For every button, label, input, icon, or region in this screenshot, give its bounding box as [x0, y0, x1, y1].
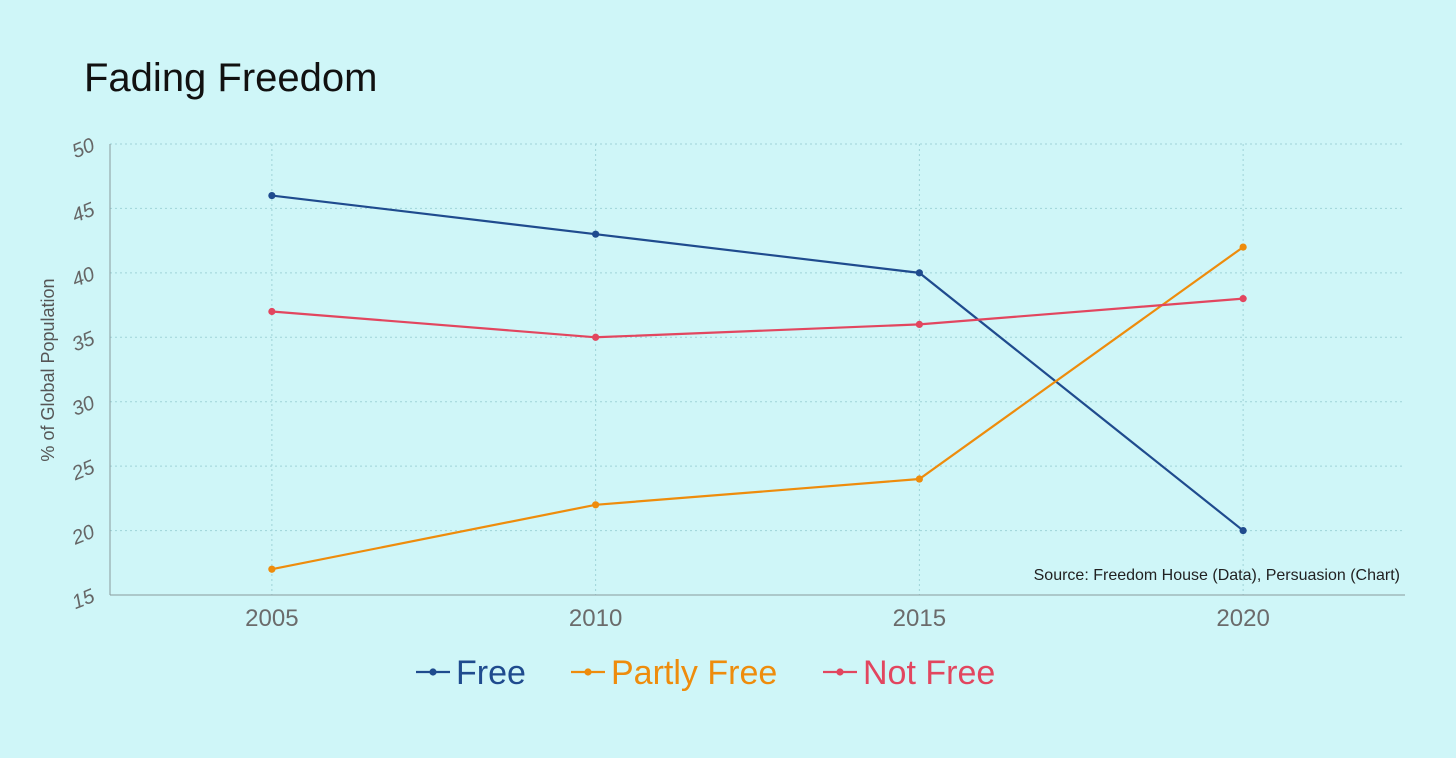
x-tick-label: 2005	[245, 605, 298, 632]
data-point	[915, 269, 923, 277]
data-point	[268, 191, 276, 200]
legend-label: Not Free	[863, 654, 995, 692]
axes	[109, 144, 1405, 596]
data-point	[592, 333, 600, 341]
y-axis-label: % of Global Population	[38, 278, 58, 461]
series-line	[271, 194, 1244, 532]
series-group	[268, 191, 1247, 573]
legend-label: Free	[456, 654, 526, 692]
y-tick-label: 40	[69, 263, 98, 292]
data-point	[268, 307, 276, 316]
chart-title: Fading Freedom	[84, 56, 378, 100]
series-free	[268, 191, 1247, 535]
data-point	[592, 230, 600, 238]
x-tick-labels: 2005 2010 2015 2020	[245, 605, 1270, 632]
legend-item: Partly Free	[571, 654, 777, 692]
legend-item: Free	[416, 654, 526, 692]
y-tick-labels: 15 20 25 30 35 40 45 50	[68, 134, 99, 614]
legend-swatch-marker	[429, 668, 437, 676]
y-tick-label: 25	[68, 456, 99, 485]
series-not-free	[268, 295, 1247, 341]
legend-item: Not Free	[823, 654, 995, 692]
data-point	[1239, 526, 1247, 535]
y-tick-label: 15	[69, 585, 99, 614]
data-point	[1239, 295, 1247, 303]
data-point	[915, 475, 923, 483]
x-tick-label: 2010	[569, 605, 622, 632]
data-point	[1239, 243, 1247, 251]
source-note: Source: Freedom House (Data), Persuasion…	[1034, 567, 1400, 584]
y-tick-label: 45	[69, 198, 99, 227]
legend-label: Partly Free	[611, 654, 777, 692]
series-line	[271, 246, 1244, 571]
y-tick-label: 35	[69, 327, 99, 356]
series-line	[271, 297, 1244, 339]
y-tick-label: 20	[68, 521, 98, 550]
y-tick-label: 50	[69, 134, 98, 163]
x-tick-label: 2015	[893, 605, 946, 632]
x-tick-label: 2020	[1216, 605, 1269, 632]
legend: Free Partly Free Not Free	[416, 654, 995, 692]
legend-swatch-marker	[836, 668, 844, 676]
data-point	[268, 565, 276, 573]
data-point	[592, 501, 600, 509]
y-tick-label: 30	[69, 392, 98, 421]
grid	[110, 143, 1405, 595]
data-point	[915, 320, 923, 328]
series-partly-free	[268, 243, 1247, 573]
legend-swatch-marker	[584, 668, 592, 676]
